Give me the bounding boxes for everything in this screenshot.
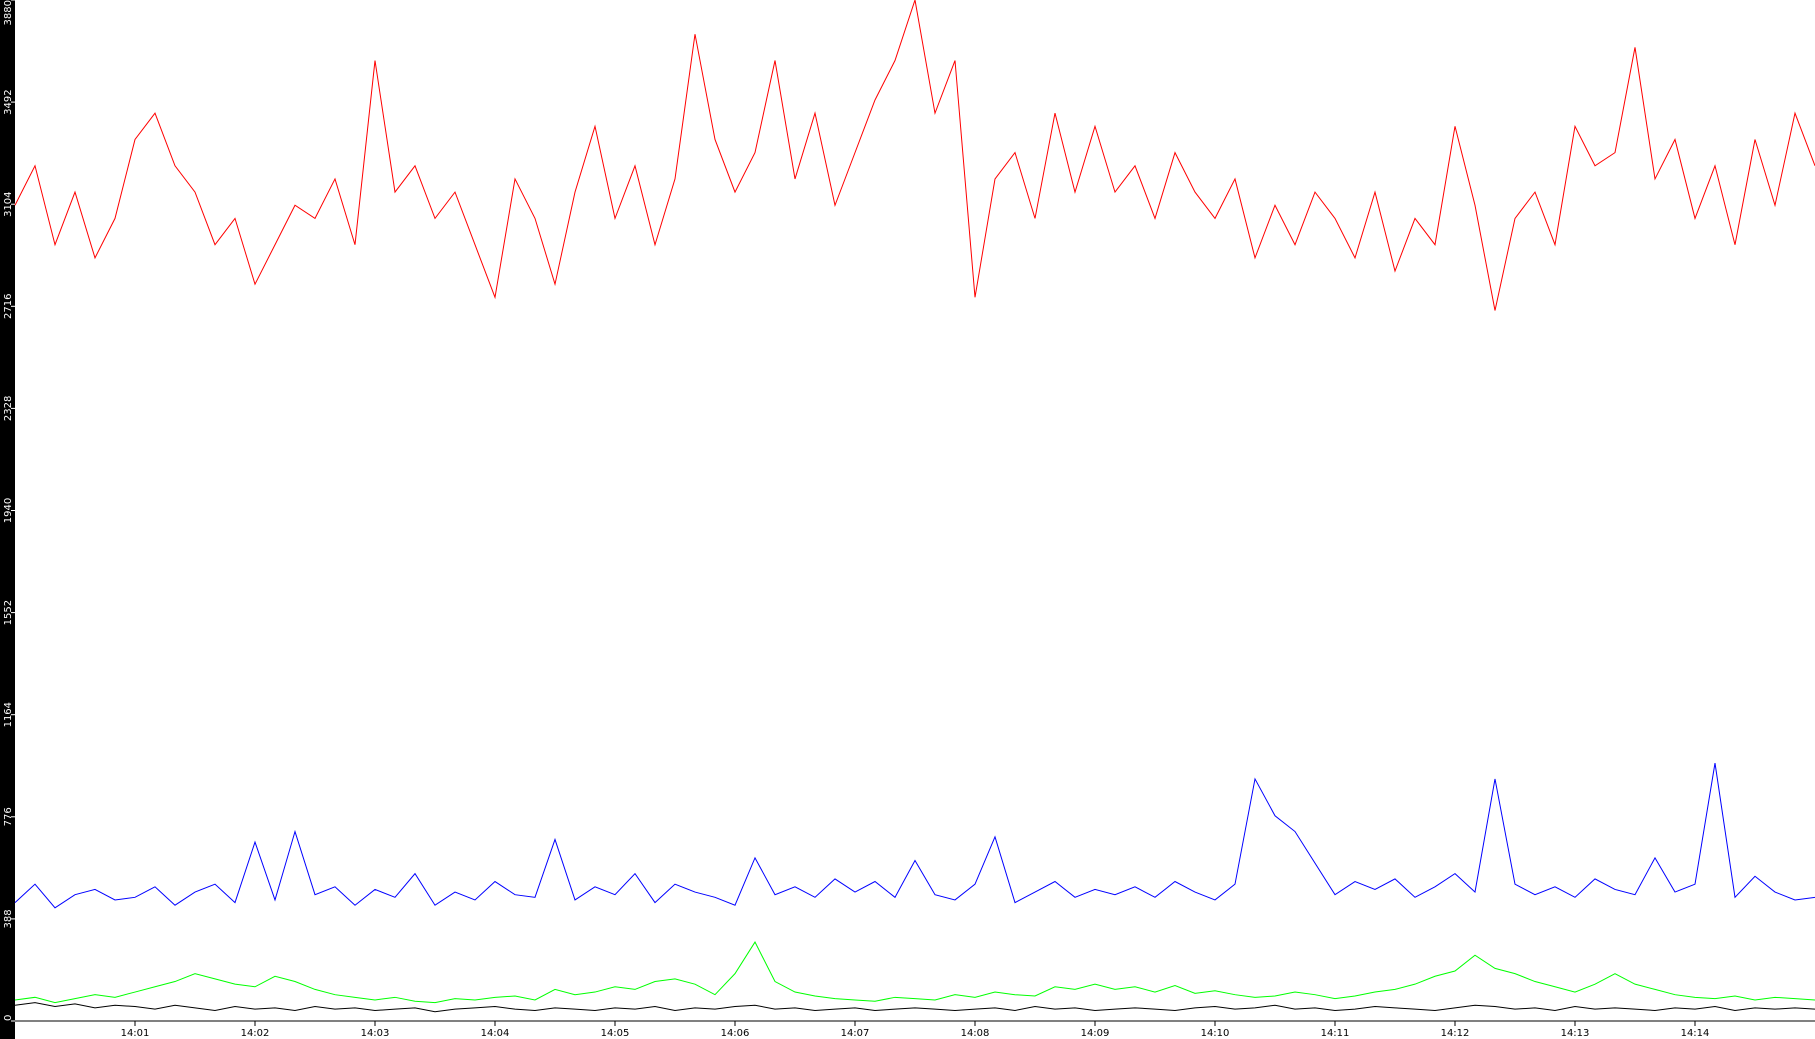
x-tick-label: 14:08 [961,1028,990,1039]
x-tick-label: 14:12 [1441,1028,1470,1039]
series-line [14,763,1815,909]
y-tick-label: 3104 [3,191,14,216]
x-tick-label: 14:03 [361,1028,390,1039]
series-line [14,941,1815,1004]
x-tick-label: 14:04 [481,1028,510,1039]
y-axis-strip [0,0,15,1039]
x-tick-label: 14:10 [1201,1028,1230,1039]
y-tick-label: 3880 [3,0,14,25]
y-tick-label: 388 [3,909,14,928]
x-tick-label: 14:06 [721,1028,750,1039]
x-tick-label: 14:07 [841,1028,870,1039]
y-tick-label: 3492 [3,89,14,114]
y-tick-label: 2716 [3,294,14,319]
x-tick-label: 14:05 [601,1028,630,1039]
y-tick-label: 0 [3,1015,14,1021]
y-tick-label: 776 [3,807,14,826]
x-tick-label: 14:13 [1561,1028,1590,1039]
series-line [14,0,1815,311]
y-tick-label: 1164 [3,702,14,727]
x-tick-label: 14:02 [241,1028,270,1039]
x-tick-label: 14:14 [1681,1028,1710,1039]
y-tick-label: 1552 [3,600,14,625]
x-tick-label: 14:11 [1321,1028,1350,1039]
x-tick-label: 14:09 [1081,1028,1110,1039]
series-line [14,1002,1815,1013]
y-tick-label: 2328 [3,396,14,421]
x-tick-label: 14:01 [121,1028,150,1039]
y-tick-label: 1940 [3,498,14,523]
